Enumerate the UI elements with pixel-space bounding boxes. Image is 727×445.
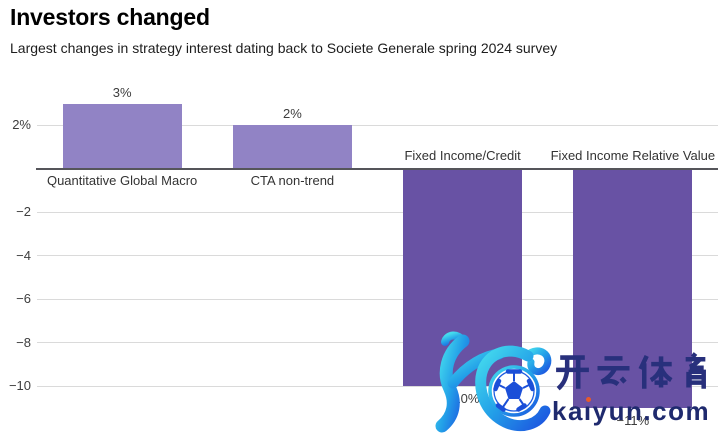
y-tick-label: −8: [16, 334, 31, 350]
gridline: [37, 298, 718, 300]
chart-subtitle: Largest changes in strategy interest dat…: [10, 40, 558, 56]
category-label: Fixed Income Relative Value: [550, 147, 716, 163]
bar-4: [573, 170, 693, 409]
y-tick-label: −10: [8, 378, 31, 394]
chart-title: Investors changed: [10, 4, 210, 30]
bar-1: [62, 103, 182, 168]
y-tick-label: −2: [16, 204, 31, 220]
y-tick-label: 2%: [12, 117, 31, 133]
bar-3: [403, 170, 523, 387]
bar-value-label: 2%: [282, 106, 302, 122]
gridline: [37, 211, 718, 213]
y-tick-label: −6: [16, 291, 31, 307]
category-label: CTA non-trend: [250, 172, 335, 188]
category-label: Fixed Income/Credit: [404, 147, 521, 163]
bar-value-label: 3%: [112, 84, 132, 100]
bar-value-label: −11%: [616, 412, 650, 428]
gridline: [37, 255, 718, 257]
gridline: [37, 385, 718, 387]
bar-2: [232, 125, 352, 168]
gridline: [37, 342, 718, 344]
bar-value-label: −10%: [445, 390, 480, 406]
category-label: Quantitative Global Macro: [46, 172, 198, 188]
gridline: [37, 124, 718, 126]
y-tick-label: −4: [16, 247, 31, 263]
x-axis-zero-line: [36, 167, 718, 170]
